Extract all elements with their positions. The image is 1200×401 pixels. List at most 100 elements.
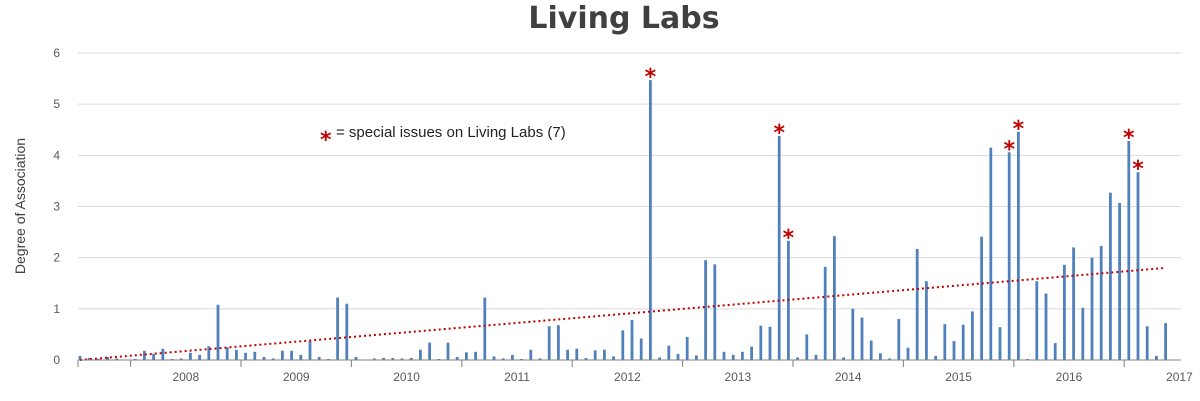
bar xyxy=(704,260,707,360)
bar xyxy=(189,352,192,360)
special-issue-star-icon: * xyxy=(1013,117,1025,142)
y-tick-label: 0 xyxy=(53,353,60,367)
bar xyxy=(345,303,349,360)
special-issue-star-icon: * xyxy=(1003,137,1015,162)
special-issue-star-icon: * xyxy=(645,65,657,90)
bar xyxy=(216,304,220,360)
bar xyxy=(805,334,809,360)
bar xyxy=(547,326,551,360)
bar xyxy=(961,324,965,360)
x-tick-label: 2011 xyxy=(504,370,530,384)
bar xyxy=(879,353,882,360)
bar xyxy=(382,357,385,360)
gridlines xyxy=(78,52,1181,310)
bar xyxy=(888,358,891,360)
y-axis-label: Degree of Association xyxy=(12,138,28,274)
bar xyxy=(796,357,799,360)
bar xyxy=(566,349,569,360)
bar xyxy=(1072,247,1075,360)
bar xyxy=(943,324,947,360)
x-axis: 2008 2009 2010 2011 2012 2013 2014 2015 2016 2017 xyxy=(77,359,1193,384)
bar xyxy=(354,356,358,360)
bar xyxy=(492,356,496,360)
bar xyxy=(327,358,330,360)
bar xyxy=(290,350,293,360)
bar xyxy=(391,357,395,360)
bar xyxy=(869,340,873,360)
bar xyxy=(1081,307,1085,360)
bar xyxy=(557,325,560,360)
bar xyxy=(133,358,137,360)
bar xyxy=(695,355,698,360)
bar xyxy=(1155,355,1158,360)
bar xyxy=(1053,343,1057,360)
bar xyxy=(814,354,818,360)
bar xyxy=(271,358,275,360)
y-tick-label: 2 xyxy=(53,251,60,265)
trendline xyxy=(79,266,1166,361)
bar xyxy=(685,336,689,360)
bar xyxy=(713,264,717,360)
bar xyxy=(1118,202,1121,360)
bar xyxy=(308,341,312,360)
bar xyxy=(511,354,514,360)
bar xyxy=(244,352,247,360)
bar xyxy=(152,353,155,360)
bar xyxy=(915,248,919,360)
x-tick-label: 2016 xyxy=(1056,370,1083,384)
bar xyxy=(860,317,864,360)
bar xyxy=(262,356,266,360)
y-tick-label: 5 xyxy=(53,97,60,111)
bar xyxy=(446,342,450,360)
x-tick-label: 2010 xyxy=(393,370,420,384)
x-tick-label: 2008 xyxy=(172,370,199,384)
bar xyxy=(373,358,376,360)
bar xyxy=(952,341,956,360)
bar xyxy=(906,347,910,360)
x-tick-label: 2015 xyxy=(945,370,972,384)
bar xyxy=(225,347,229,360)
bar xyxy=(336,297,339,360)
bar xyxy=(1136,172,1140,360)
bar xyxy=(97,358,100,360)
bar xyxy=(584,357,588,360)
bar xyxy=(87,357,91,360)
bar xyxy=(925,281,928,360)
bar xyxy=(768,326,772,360)
trendline-line xyxy=(79,266,1166,361)
bar xyxy=(299,354,303,360)
bar xyxy=(971,311,974,360)
special-issue-star-icon: * xyxy=(783,226,795,251)
bar xyxy=(934,355,937,360)
y-axis-tick-labels: 0 1 2 3 4 5 6 xyxy=(53,46,60,367)
x-tick-label: 2014 xyxy=(835,370,862,384)
bar xyxy=(989,147,993,360)
bar xyxy=(1044,293,1048,360)
bar xyxy=(437,358,441,360)
bar xyxy=(667,345,671,360)
x-tick-label: 2009 xyxy=(283,370,310,384)
bar xyxy=(621,330,625,360)
bar xyxy=(538,358,542,360)
bar xyxy=(161,348,165,360)
bar xyxy=(1127,141,1131,360)
bar xyxy=(833,236,836,360)
y-tick-label: 3 xyxy=(53,200,60,214)
y-tick-label: 4 xyxy=(53,148,60,162)
bar xyxy=(419,349,422,360)
special-issue-star-icon: * xyxy=(773,121,785,146)
bar xyxy=(198,354,201,360)
bar xyxy=(759,325,763,360)
y-tick-label: 1 xyxy=(53,302,60,316)
legend: * = special issues on Living Labs (7) xyxy=(320,124,566,153)
bar xyxy=(1026,358,1029,360)
bar xyxy=(1145,326,1149,360)
bar xyxy=(281,350,284,360)
bar xyxy=(823,266,827,360)
bar xyxy=(207,346,211,360)
bar xyxy=(603,349,606,360)
legend-star-icon: * xyxy=(320,128,332,153)
bar xyxy=(842,357,845,360)
special-issue-star-icon: * xyxy=(1123,126,1135,151)
